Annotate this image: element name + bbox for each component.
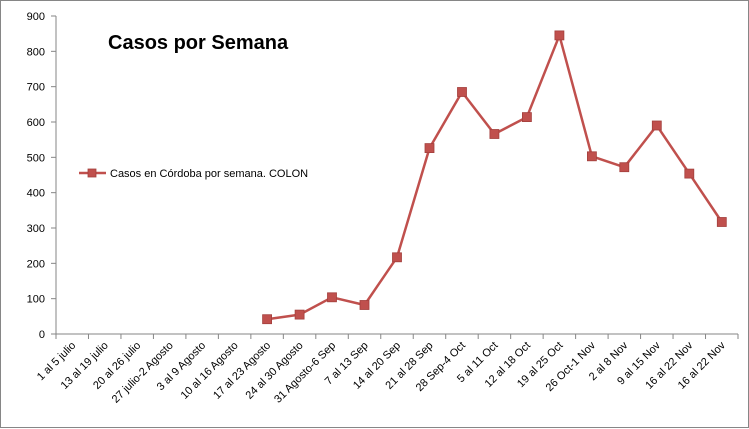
data-point-marker <box>359 300 370 310</box>
x-tick-label: 24 al 30 Agosto <box>244 340 306 402</box>
data-point-marker <box>489 129 500 139</box>
chart-title: Casos por Semana <box>108 32 289 54</box>
y-tick-label: 300 <box>27 223 45 235</box>
data-point-marker <box>684 168 695 179</box>
data-point-marker <box>392 252 402 263</box>
y-tick-label: 100 <box>27 294 45 306</box>
series-layer <box>262 30 727 325</box>
y-tick-label: 400 <box>27 188 45 200</box>
legend: Casos en Córdoba por semana. COLON <box>79 168 308 180</box>
data-point-marker <box>294 309 305 320</box>
axes <box>55 16 738 335</box>
data-point-marker <box>262 314 273 325</box>
legend-label: Casos en Córdoba por semana. COLON <box>110 168 308 180</box>
y-tick-label: 0 <box>39 329 45 341</box>
y-tick-label: 200 <box>27 258 45 270</box>
series-line <box>266 34 723 321</box>
data-point-marker <box>554 30 565 41</box>
x-tick-label: 17 al 23 Agosto <box>211 340 273 402</box>
data-point-marker <box>327 292 337 303</box>
data-point-marker <box>522 112 532 122</box>
data-point-marker <box>457 87 467 97</box>
data-point-marker <box>716 217 727 227</box>
y-tick-label: 700 <box>27 82 45 94</box>
data-point-marker <box>619 162 630 173</box>
y-tick-label: 800 <box>27 46 45 58</box>
y-axis-ticks: 0 100 200 300 400 500 600 700 800 900 <box>27 11 56 341</box>
data-point-marker <box>651 120 662 131</box>
data-point-marker <box>587 151 597 162</box>
data-point-marker <box>424 143 435 154</box>
y-tick-label: 900 <box>27 11 45 23</box>
y-tick-label: 600 <box>27 117 45 129</box>
y-tick-label: 500 <box>27 152 45 164</box>
legend-marker-swatch <box>87 168 97 178</box>
x-tick-label: 10 al 16 Agosto <box>179 340 241 402</box>
